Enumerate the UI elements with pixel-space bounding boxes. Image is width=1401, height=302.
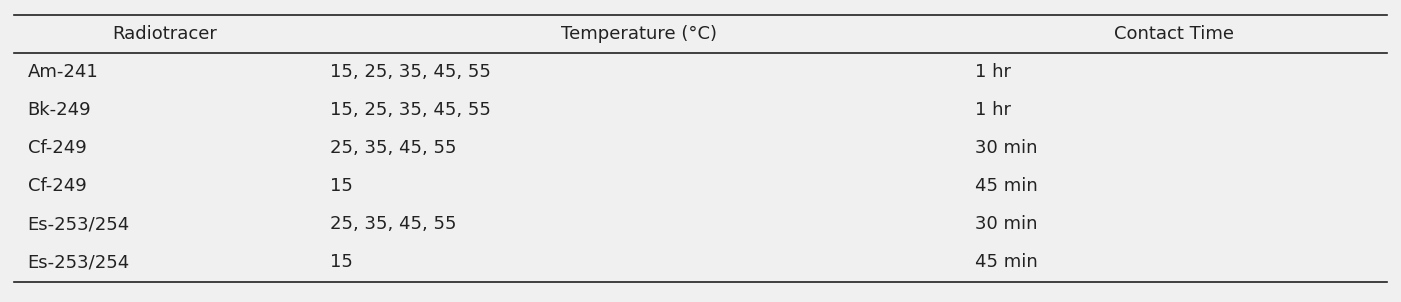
Text: Es-253/254: Es-253/254 — [28, 215, 130, 233]
Text: Cf-249: Cf-249 — [28, 177, 87, 195]
Text: Cf-249: Cf-249 — [28, 139, 87, 157]
Text: 30 min: 30 min — [975, 215, 1038, 233]
Text: Temperature (°C): Temperature (°C) — [560, 25, 717, 43]
Text: 15: 15 — [329, 253, 353, 271]
Text: 45 min: 45 min — [975, 253, 1038, 271]
Text: 45 min: 45 min — [975, 177, 1038, 195]
Text: 15: 15 — [329, 177, 353, 195]
Text: 1 hr: 1 hr — [975, 101, 1012, 119]
Text: 25, 35, 45, 55: 25, 35, 45, 55 — [329, 215, 457, 233]
Text: 25, 35, 45, 55: 25, 35, 45, 55 — [329, 139, 457, 157]
Text: 1 hr: 1 hr — [975, 63, 1012, 81]
Text: Es-253/254: Es-253/254 — [28, 253, 130, 271]
Text: 15, 25, 35, 45, 55: 15, 25, 35, 45, 55 — [329, 101, 490, 119]
Text: 30 min: 30 min — [975, 139, 1038, 157]
Text: Am-241: Am-241 — [28, 63, 98, 81]
Text: Contact Time: Contact Time — [1114, 25, 1234, 43]
Text: Bk-249: Bk-249 — [28, 101, 91, 119]
Text: Radiotracer: Radiotracer — [112, 25, 217, 43]
Text: 15, 25, 35, 45, 55: 15, 25, 35, 45, 55 — [329, 63, 490, 81]
